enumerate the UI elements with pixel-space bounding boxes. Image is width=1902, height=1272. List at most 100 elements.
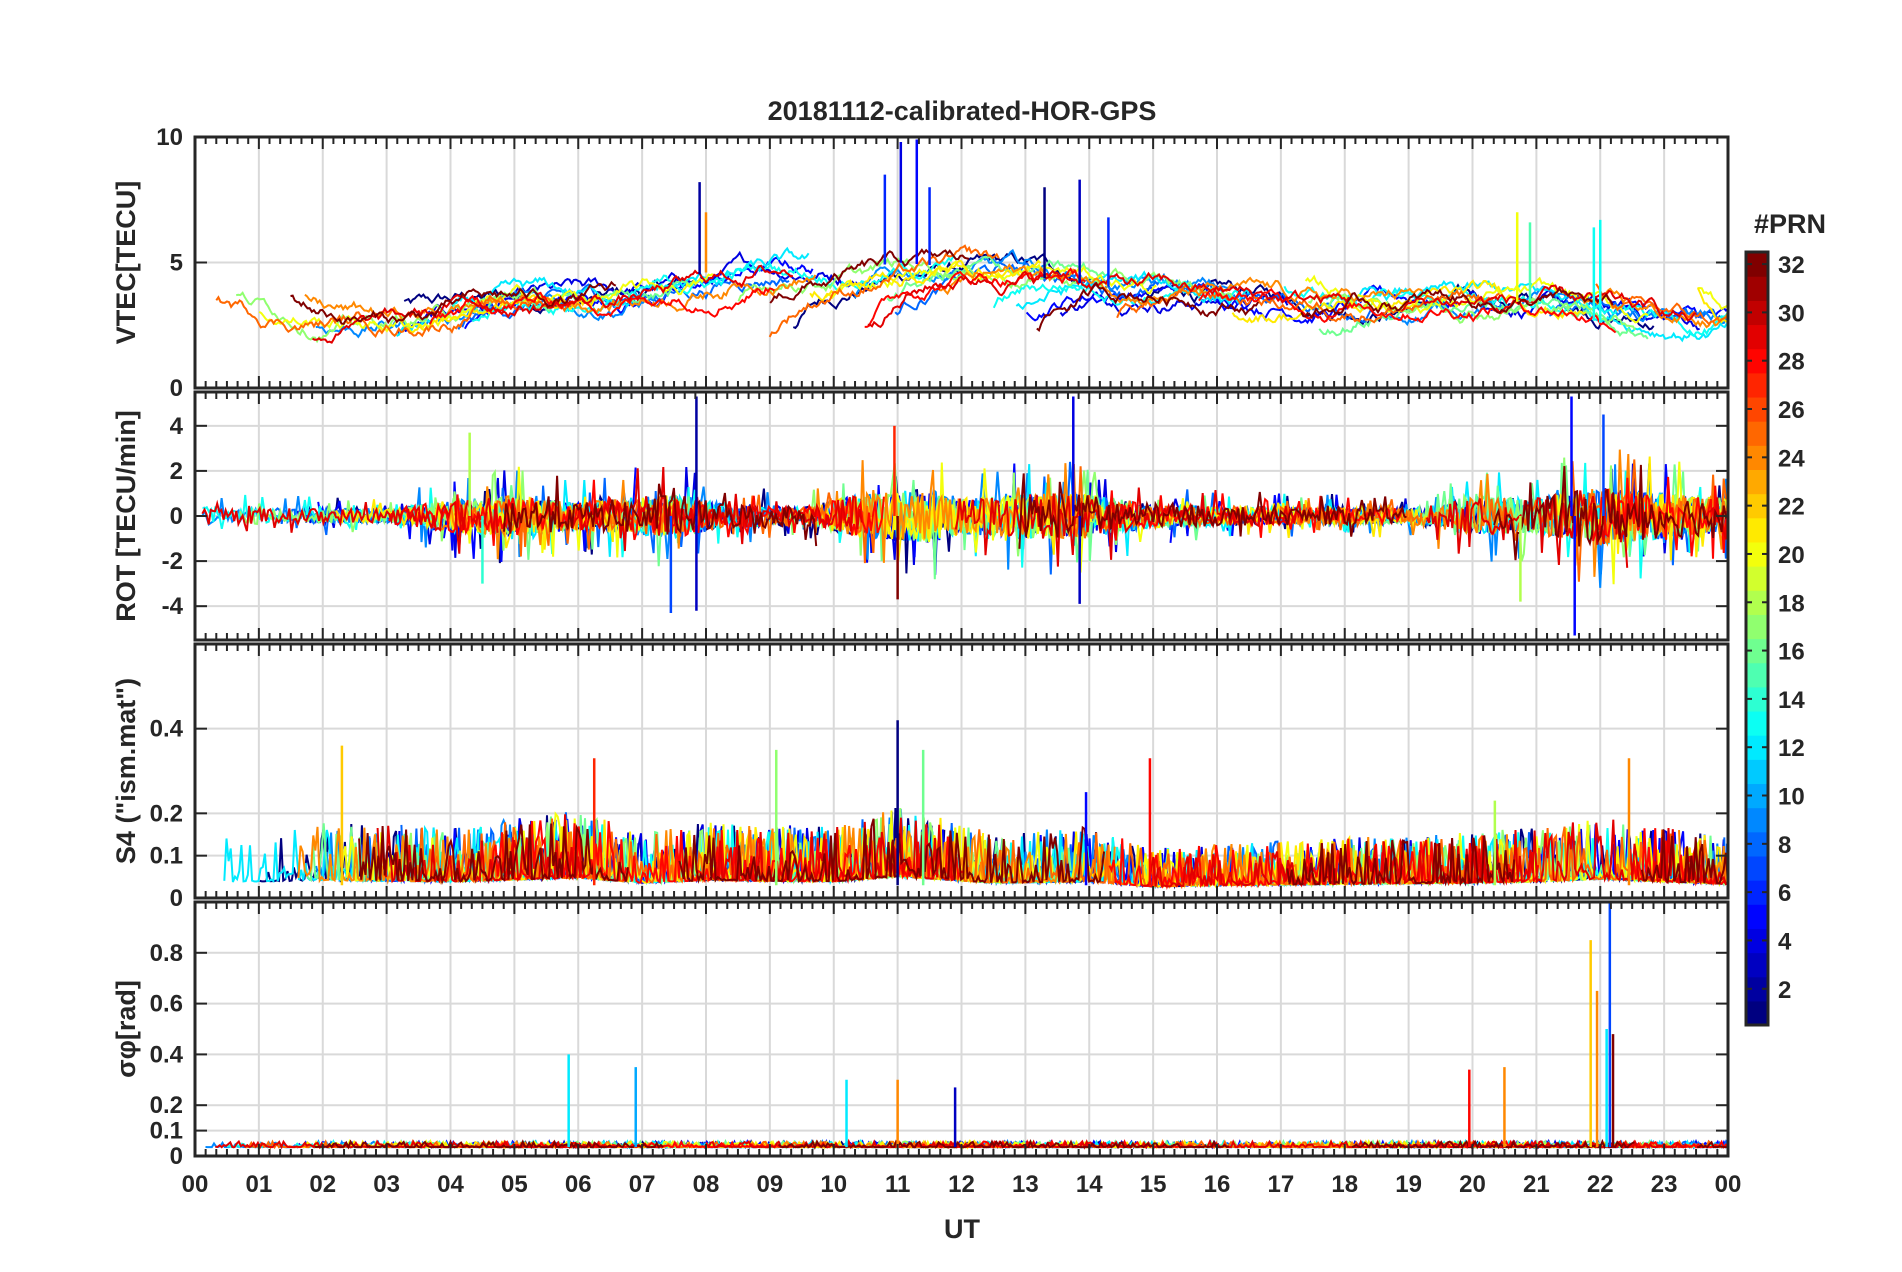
colorbar-segment bbox=[1746, 517, 1768, 543]
colorbar-segment bbox=[1746, 952, 1768, 978]
y-tick-label: 0 bbox=[170, 375, 183, 402]
series-line-prn-28 bbox=[429, 286, 775, 325]
colorbar-tick-label: 30 bbox=[1778, 300, 1805, 327]
colorbar-tick-label: 2 bbox=[1778, 977, 1791, 1004]
y-tick-label: 0.4 bbox=[150, 1041, 184, 1068]
x-tick-label: 07 bbox=[629, 1171, 656, 1198]
series-line-prn-25 bbox=[1116, 284, 1500, 324]
series-line-prn-29 bbox=[312, 264, 794, 344]
colorbar-tick-label: 6 bbox=[1778, 880, 1791, 907]
colorbar-segment bbox=[1746, 855, 1768, 881]
x-tick-label: 12 bbox=[948, 1171, 975, 1198]
y-tick-label: 0.2 bbox=[150, 800, 183, 827]
x-tick-label: 15 bbox=[1140, 1171, 1167, 1198]
x-tick-label: 21 bbox=[1523, 1171, 1550, 1198]
colorbar-segment bbox=[1746, 831, 1768, 857]
colorbar-segment bbox=[1746, 807, 1768, 833]
colorbar-segment bbox=[1746, 662, 1768, 688]
chart-title: 20181112-calibrated-HOR-GPS bbox=[768, 96, 1157, 126]
colorbar-segment bbox=[1746, 783, 1768, 809]
series-line-prn-13 bbox=[202, 487, 436, 531]
x-tick-label: 01 bbox=[246, 1171, 273, 1198]
colorbar-segment bbox=[1746, 348, 1768, 374]
series-group bbox=[205, 902, 1728, 1150]
series-line-prn-24 bbox=[1149, 834, 1525, 889]
colorbar-segment bbox=[1746, 686, 1768, 712]
series-line-prn-28 bbox=[1198, 287, 1617, 334]
colorbar-segment bbox=[1746, 421, 1768, 446]
colorbar-tick-label: 8 bbox=[1778, 832, 1791, 859]
x-tick-label: 23 bbox=[1651, 1171, 1678, 1198]
x-tick-label: 00 bbox=[182, 1171, 209, 1198]
series-line-prn-25 bbox=[768, 244, 1000, 338]
series-line-prn-32 bbox=[1493, 464, 1728, 561]
series-line-prn-32 bbox=[1697, 1140, 1728, 1149]
x-tick-label: 04 bbox=[437, 1171, 464, 1198]
series-line-prn-32 bbox=[678, 818, 1106, 885]
series-line-prn-29 bbox=[1142, 842, 1338, 888]
x-tick-label: 14 bbox=[1076, 1171, 1103, 1198]
series-line-prn-32 bbox=[1351, 1138, 1635, 1150]
series-line-prn-29 bbox=[1400, 284, 1697, 322]
panel-1: 0 5 10 VTEC[TECU] bbox=[111, 124, 1730, 402]
y-tick-label: 5 bbox=[170, 250, 183, 277]
colorbar-segment bbox=[1746, 445, 1768, 471]
series-line-prn-28 bbox=[1632, 828, 1728, 887]
colorbar-tick-label: 14 bbox=[1778, 687, 1805, 714]
colorbar-segment bbox=[1746, 300, 1768, 326]
colorbar-tick-label: 10 bbox=[1778, 784, 1805, 811]
colorbar-segment bbox=[1746, 566, 1768, 591]
series-line-prn-32 bbox=[777, 1139, 1230, 1150]
y-tick-label: 0.4 bbox=[150, 716, 184, 743]
x-tick-labels: 00 01 02 03 04 05 06 07 08 09 10 11 12 13 14 15 16 17 18 19… bbox=[182, 1171, 1742, 1198]
colorbar-tick-label: 16 bbox=[1778, 639, 1805, 666]
series-line-prn-32 bbox=[503, 475, 818, 547]
series-line-prn-21 bbox=[1696, 287, 1728, 324]
panel-4: 00.10.2 0.4 0.6 0.8 σφ[rad] bbox=[111, 900, 1730, 1170]
panel-3: 0 0.1 0.2 0.4 S4 ("ism.mat") bbox=[111, 642, 1730, 912]
series-line-prn-13 bbox=[471, 255, 956, 323]
y-tick-label: 0.8 bbox=[150, 940, 183, 967]
colorbar-segment bbox=[1746, 252, 1768, 277]
colorbar-segment bbox=[1746, 541, 1768, 567]
y-tick-label: 0.1 bbox=[150, 843, 183, 870]
colorbar-segment bbox=[1746, 880, 1768, 905]
colorbar-segment bbox=[1746, 324, 1768, 350]
colorbar-segment bbox=[1746, 759, 1768, 785]
colorbar-segment bbox=[1746, 372, 1768, 398]
series-group bbox=[201, 396, 1728, 636]
colorbar-tick-label: 4 bbox=[1778, 928, 1792, 955]
x-tick-label: 02 bbox=[309, 1171, 336, 1198]
colorbar-segment bbox=[1746, 710, 1768, 736]
x-tick-label: 05 bbox=[501, 1171, 528, 1198]
colorbar-segment bbox=[1746, 1000, 1768, 1026]
series-line-prn-29 bbox=[712, 817, 955, 885]
y-axis-label: VTEC[TECU] bbox=[111, 181, 141, 345]
colorbar-segment bbox=[1746, 469, 1768, 495]
y-tick-label: 4 bbox=[170, 413, 184, 440]
series-line-prn-16 bbox=[886, 255, 1106, 302]
series-line-prn-32 bbox=[1018, 473, 1407, 549]
colorbar-segment bbox=[1746, 928, 1768, 954]
y-axis-label: S4 ("ism.mat") bbox=[111, 678, 141, 864]
panel-2: -4 -2 0 2 4 ROT [TECU/min] bbox=[111, 390, 1730, 642]
colorbar-tick-label: 12 bbox=[1778, 735, 1805, 762]
series-line-prn-29 bbox=[201, 498, 499, 554]
y-tick-label: 2 bbox=[170, 458, 183, 485]
y-tick-label: -2 bbox=[162, 548, 183, 575]
colorbar-segment bbox=[1746, 396, 1768, 422]
x-tick-label: 16 bbox=[1204, 1171, 1231, 1198]
x-tick-label: 09 bbox=[757, 1171, 784, 1198]
series-line-prn-32 bbox=[1036, 281, 1260, 332]
x-tick-label: 11 bbox=[885, 1171, 910, 1198]
series-line-prn-32 bbox=[1300, 286, 1614, 320]
x-tick-label: 10 bbox=[820, 1171, 847, 1198]
series-line-prn-32 bbox=[314, 1139, 664, 1150]
y-axis-label: ROT [TECU/min] bbox=[111, 410, 141, 621]
x-tick-label: 00 bbox=[1715, 1171, 1742, 1198]
y-tick-label: 0 bbox=[170, 1143, 183, 1170]
colorbar-segment bbox=[1746, 735, 1768, 760]
series-line-prn-21 bbox=[809, 259, 1042, 302]
y-tick-label: 0.2 bbox=[150, 1092, 183, 1119]
